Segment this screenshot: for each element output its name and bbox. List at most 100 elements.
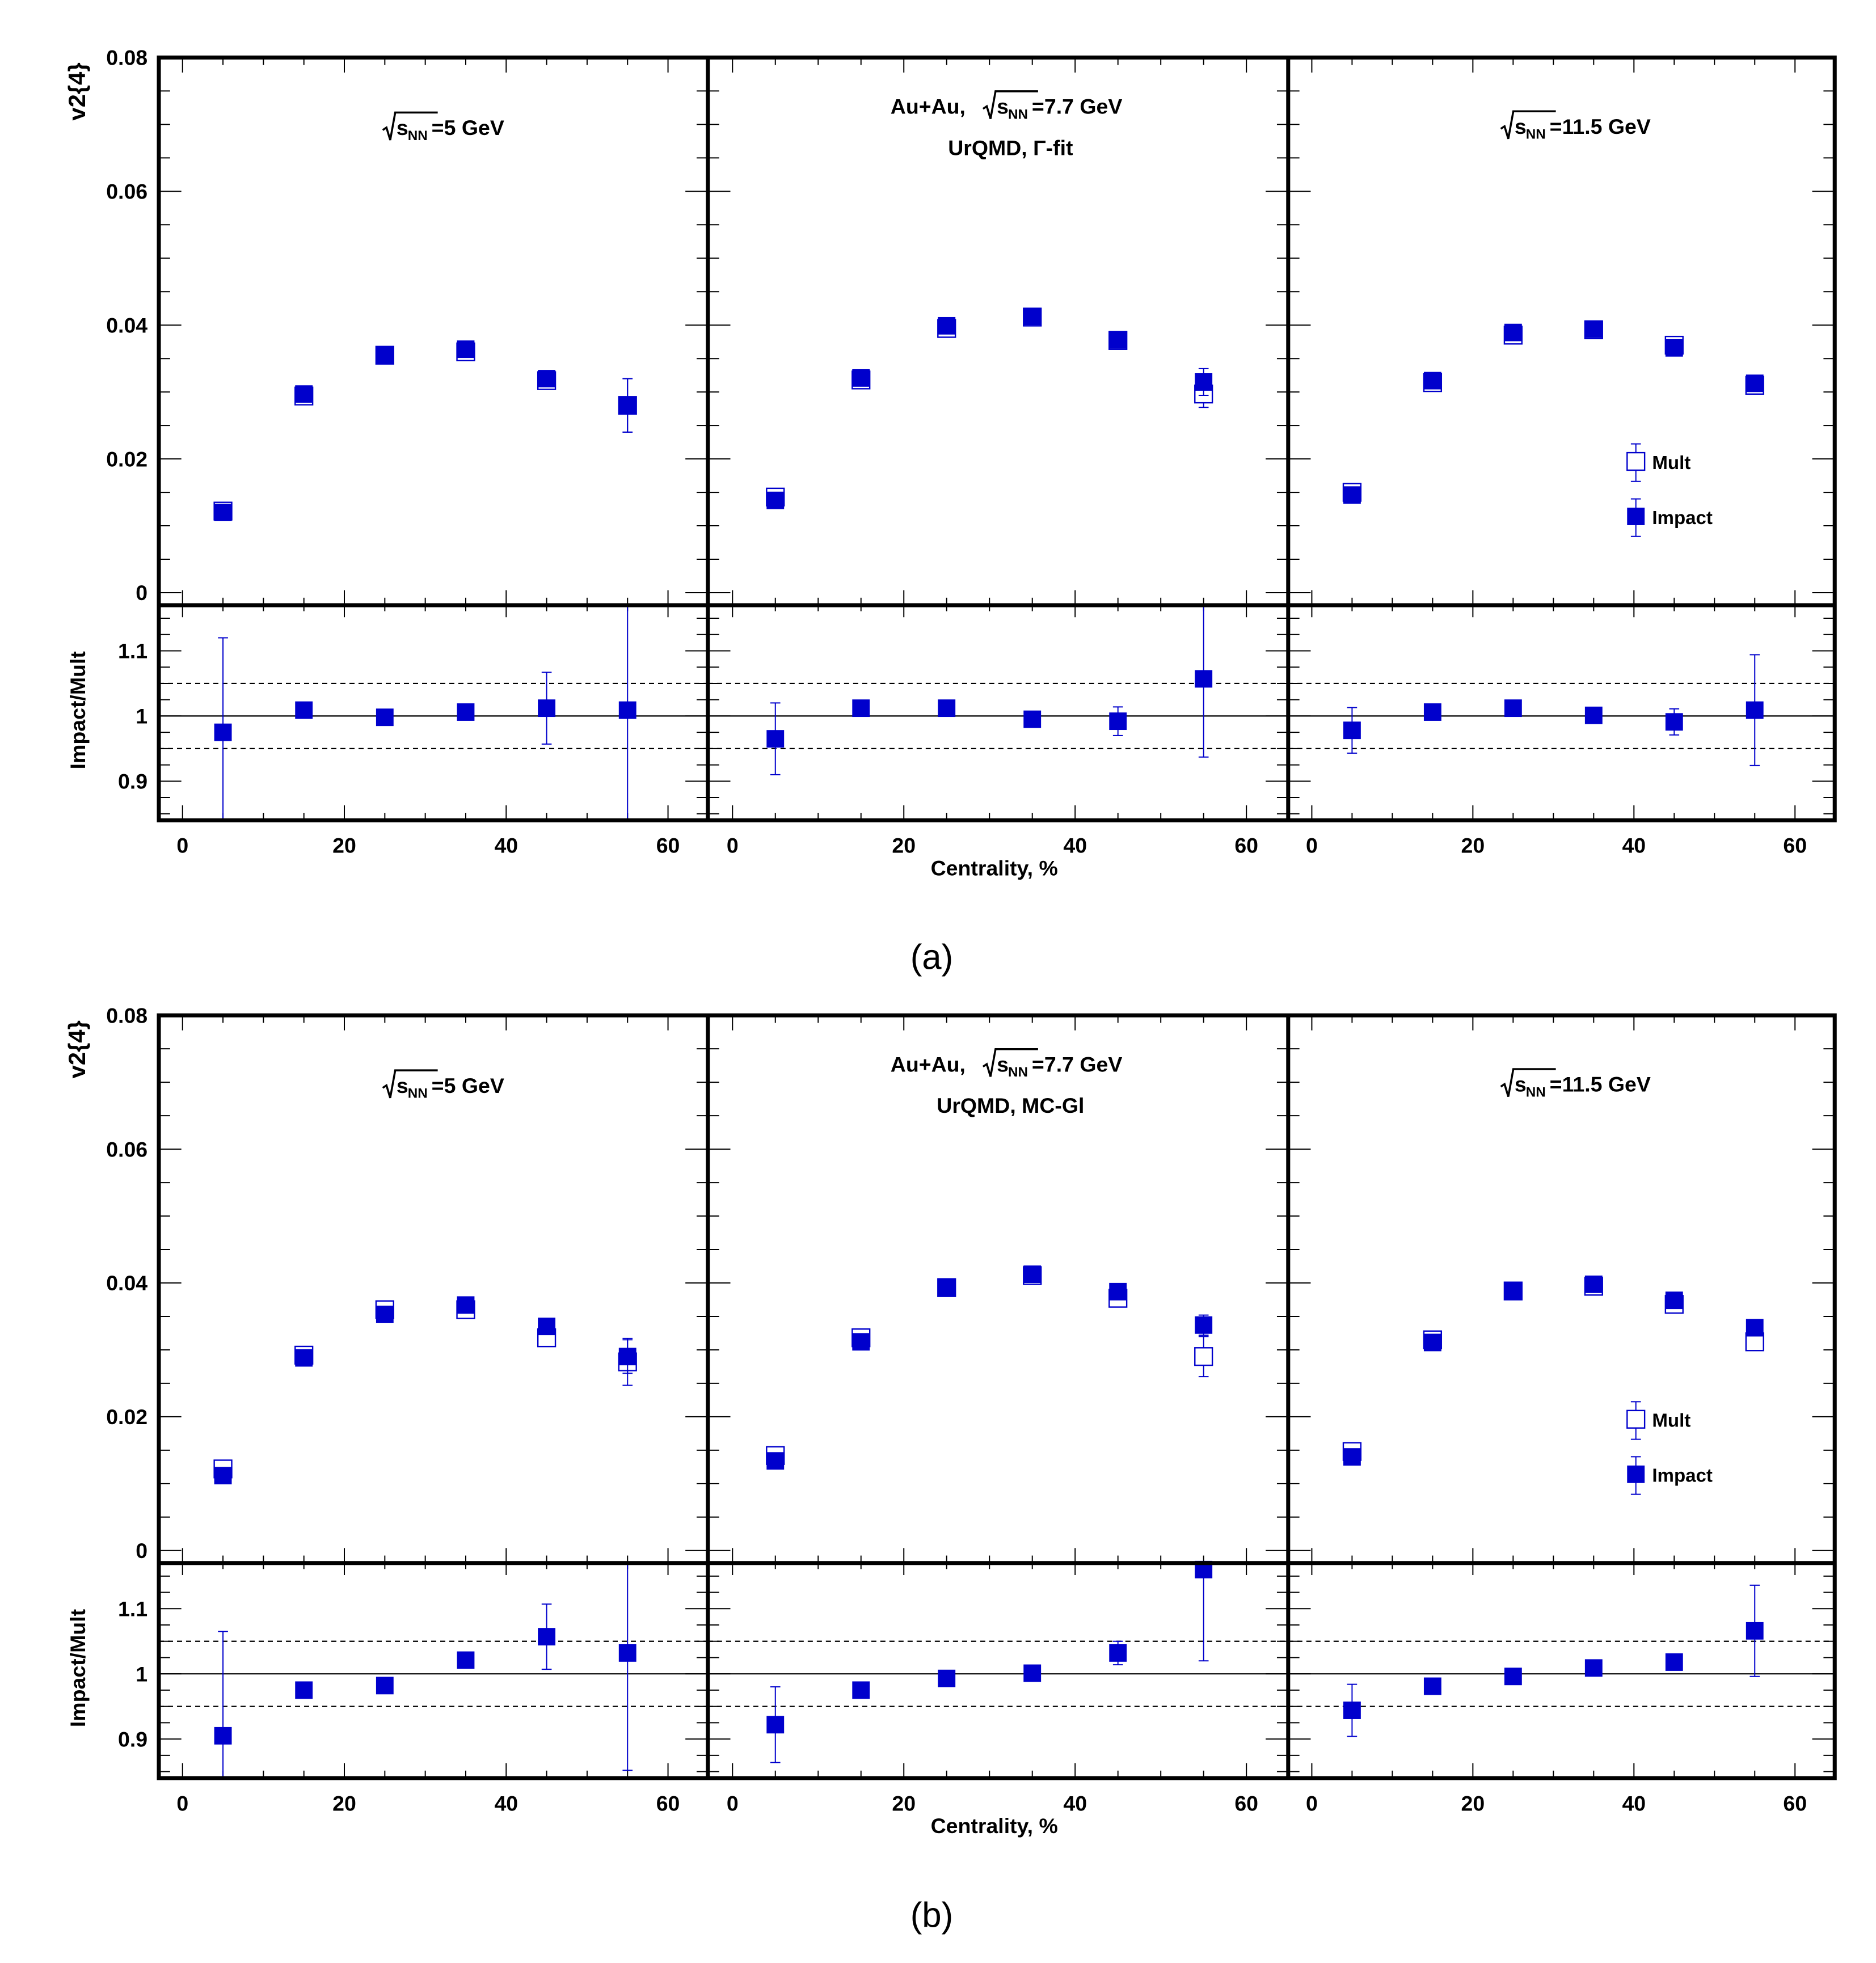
- ratio-marker: [1023, 710, 1042, 728]
- ratio-marker: [1109, 1644, 1127, 1662]
- ratio-marker: [938, 1669, 956, 1687]
- energy-subscript: NN: [1526, 127, 1546, 142]
- energy-value: 5 GeV: [444, 116, 504, 140]
- ratio-marker: [766, 1716, 785, 1734]
- panel-b-1: 0 20 40 60 sNN = 5 GeV: [158, 1015, 708, 1815]
- energy-subscript: NN: [1008, 107, 1028, 122]
- ratio-marker: [538, 1628, 556, 1646]
- x-tick-label: 60: [1783, 1791, 1807, 1815]
- x-tick-label: 20: [332, 1791, 356, 1815]
- legend-mult-marker: [1626, 451, 1646, 471]
- x-tick-label: 20: [1461, 834, 1485, 858]
- x-tick-label: 60: [1234, 834, 1258, 858]
- impact-marker: [938, 316, 956, 335]
- y-axis-title-bottom: Impact/Mult: [66, 651, 90, 770]
- impact-marker: [1665, 1291, 1683, 1310]
- y-axis-title-top: v2{4}: [64, 1020, 90, 1078]
- impact-marker: [538, 370, 556, 388]
- impact-marker: [214, 1467, 232, 1485]
- sqrt-sign: [982, 1048, 1038, 1077]
- impact-marker: [376, 346, 394, 364]
- frames: [157, 1013, 1837, 1780]
- ratio-marker: [1023, 1664, 1042, 1682]
- impact-marker: [1109, 1282, 1127, 1301]
- ratio-marker: [1195, 670, 1213, 688]
- energy-label: sNN = 7.7 GeV: [982, 90, 1122, 122]
- sqrt-sign: [1500, 1068, 1556, 1097]
- impact-marker: [1195, 1316, 1213, 1334]
- ratio-marker: [376, 1677, 394, 1695]
- x-tick-label: 60: [1783, 834, 1807, 858]
- impact-marker: [766, 1452, 785, 1470]
- y-tick-label: 1: [136, 1662, 147, 1686]
- x-tick-label: 60: [656, 834, 680, 858]
- y-tick-label: 1: [136, 704, 147, 728]
- y-tick-label: 0.08: [106, 1003, 147, 1027]
- system-label: Au+Au,: [891, 95, 966, 119]
- energy-symbol: s: [397, 116, 408, 140]
- ratio-marker: [1423, 703, 1441, 721]
- legend: Mult Impact: [1626, 443, 1713, 537]
- sqrt-sign: [982, 90, 1038, 119]
- panel-b-3: 0 20 40 60 sNN = 11.5 GeV Mult Impact: [1288, 1015, 1835, 1815]
- panel-a-1: 0 20 40 60 sNN = 5 GeV: [158, 57, 708, 858]
- energy-label: sNN = 5 GeV: [382, 1069, 504, 1101]
- panel-b-2: 0 20 40 60 Au+Au, sNN = 7.7 GeV UrQMD, MC-Gl: [707, 1015, 1288, 1815]
- x-tick-label: 40: [1063, 1791, 1087, 1815]
- ratio-marker: [1343, 721, 1361, 740]
- sqrt-sign: [382, 1069, 438, 1099]
- legend-mult-label: Mult: [1652, 453, 1690, 474]
- impact-marker: [766, 491, 785, 509]
- x-tick-label: 0: [727, 1791, 739, 1815]
- impact-marker: [1023, 1265, 1042, 1284]
- impact-marker: [1195, 373, 1213, 391]
- energy-value: 11.5 GeV: [1562, 1073, 1651, 1096]
- sqrt-sign: [1500, 110, 1556, 140]
- ratio-marker: [295, 701, 313, 719]
- x-axis-title: Centrality, %: [931, 856, 1058, 880]
- ratio-marker: [1504, 1668, 1522, 1686]
- x-tick-label: 20: [892, 1791, 916, 1815]
- y-tick-label: 0.02: [106, 1405, 147, 1429]
- x-tick-label: 20: [1461, 1791, 1485, 1815]
- impact-marker: [1665, 339, 1683, 357]
- y-axis-title-bottom: Impact/Mult: [66, 1609, 90, 1727]
- energy-symbol: s: [1515, 1073, 1527, 1096]
- impact-marker: [1343, 486, 1361, 504]
- y-tick-label: 0.06: [106, 180, 147, 204]
- x-tick-label: 60: [656, 1791, 680, 1815]
- impact-marker: [1584, 1275, 1603, 1293]
- ratio-marker: [852, 1681, 870, 1699]
- energy-value: =: [432, 1074, 444, 1097]
- y-axis-title-top: v2{4}: [64, 62, 90, 120]
- y-tick-label: 0.9: [118, 770, 147, 793]
- y-tick-label: 0.9: [118, 1727, 147, 1751]
- ratio-marker: [1504, 699, 1522, 717]
- x-tick-label: 20: [892, 834, 916, 858]
- ratio-marker: [852, 699, 870, 717]
- impact-marker: [618, 396, 636, 415]
- energy-value: 7.7 GeV: [1044, 1052, 1122, 1076]
- frames: [157, 55, 1837, 822]
- impact-marker: [1504, 323, 1522, 341]
- energy-value: =: [1550, 1073, 1562, 1096]
- impact-marker: [1423, 372, 1441, 390]
- energy-value: 7.7 GeV: [1044, 95, 1122, 119]
- impact-marker: [618, 1348, 636, 1366]
- energy-symbol: s: [997, 95, 1009, 119]
- system-label: Au+Au,: [891, 1052, 966, 1076]
- energy-symbol: s: [1515, 115, 1527, 138]
- ratio-marker: [618, 1644, 636, 1662]
- legend-mult-marker: [1626, 1409, 1646, 1429]
- ratio-marker: [1584, 1659, 1603, 1677]
- panel-a-2: 0 20 40 60 Au+Au, sNN = 7.7 GeV UrQMD, Γ-fit: [707, 57, 1288, 858]
- x-axis-title: Centrality, %: [931, 1814, 1058, 1838]
- energy-subscript: NN: [1526, 1084, 1546, 1100]
- energy-label: sNN = 11.5 GeV: [1500, 110, 1651, 142]
- ratio-marker: [538, 699, 556, 717]
- energy-symbol: s: [397, 1074, 408, 1097]
